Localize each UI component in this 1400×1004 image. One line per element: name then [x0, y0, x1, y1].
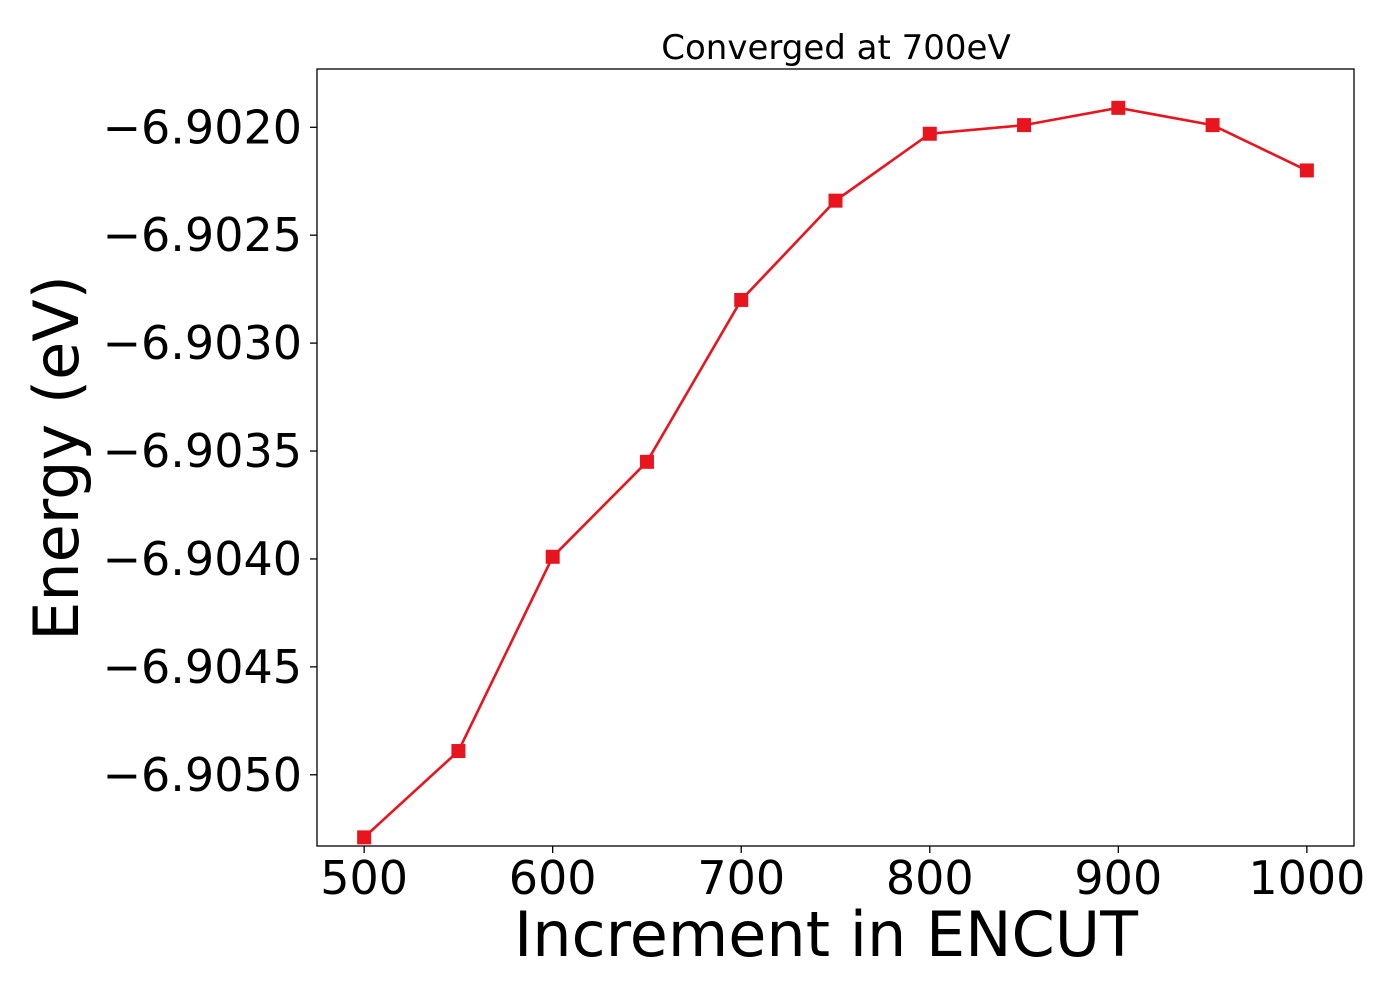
data-point-marker: [1111, 100, 1126, 115]
x-tick-label: 900: [1074, 851, 1162, 905]
y-tick-label: −6.9035: [103, 424, 303, 478]
data-point-marker: [545, 549, 560, 564]
y-tick-label: −6.9050: [103, 748, 303, 802]
data-point-marker: [357, 830, 372, 845]
data-point-marker: [828, 193, 843, 208]
x-axis-label: Increment in ENCUT: [514, 898, 1139, 971]
data-point-marker: [922, 126, 937, 141]
data-point-marker: [639, 454, 654, 469]
data-point-marker: [451, 744, 466, 759]
y-tick-label: −6.9030: [103, 316, 303, 370]
series-line: [363, 106, 1308, 839]
y-axis-label: Energy (eV): [20, 275, 93, 641]
plot-area-frame: [316, 68, 1355, 847]
data-point-marker: [1299, 163, 1314, 178]
x-tick-label: 600: [509, 851, 597, 905]
x-tick-label: 1000: [1248, 851, 1365, 905]
y-axis: −6.9050 −6.9045 −6.9040 −6.9035 −6.9030 −6.90…: [103, 100, 317, 802]
x-tick-label: 500: [320, 851, 408, 905]
chart-title: Converged at 700eV: [661, 28, 1010, 68]
series-layer: [357, 100, 1314, 845]
y-tick-label: −6.9040: [103, 532, 303, 586]
x-tick-label: 700: [697, 851, 785, 905]
data-point-marker: [1017, 118, 1032, 133]
x-axis: 500 600 700 800 900 1000: [320, 846, 1365, 905]
y-tick-label: −6.9025: [103, 208, 303, 262]
data-point-marker: [734, 292, 749, 307]
x-tick-label: 800: [886, 851, 974, 905]
data-point-marker: [1205, 118, 1220, 133]
y-tick-label: −6.9045: [103, 640, 303, 694]
y-tick-label: −6.9020: [103, 100, 303, 154]
